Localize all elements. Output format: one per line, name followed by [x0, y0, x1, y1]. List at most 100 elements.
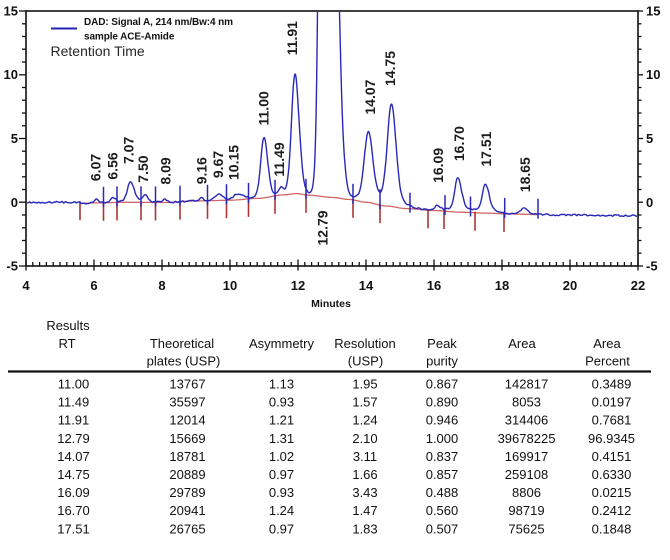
svg-text:Minutes: Minutes: [311, 298, 351, 310]
svg-text:26765: 26765: [169, 521, 205, 536]
svg-text:5: 5: [11, 131, 18, 146]
svg-text:20: 20: [563, 278, 577, 293]
svg-text:1.24: 1.24: [352, 413, 377, 428]
svg-text:0.560: 0.560: [426, 503, 459, 518]
svg-text:98719: 98719: [508, 503, 544, 518]
svg-text:0.857: 0.857: [426, 467, 459, 482]
svg-text:6: 6: [90, 278, 97, 293]
svg-text:0.97: 0.97: [269, 521, 294, 536]
svg-text:Percent: Percent: [585, 354, 630, 369]
svg-text:12: 12: [291, 278, 305, 293]
svg-text:0.867: 0.867: [426, 377, 459, 392]
svg-text:8.09: 8.09: [158, 157, 174, 184]
svg-text:14.75: 14.75: [57, 467, 90, 482]
svg-text:3.43: 3.43: [352, 485, 377, 500]
svg-text:314406: 314406: [505, 413, 548, 428]
svg-text:0.2412: 0.2412: [592, 503, 632, 518]
svg-text:DAD: Signal A, 214 nm/Bw:4 nm: DAD: Signal A, 214 nm/Bw:4 nm: [84, 17, 233, 28]
svg-text:1.000: 1.000: [426, 431, 459, 446]
svg-text:Area: Area: [593, 336, 621, 351]
svg-text:11.49: 11.49: [271, 142, 287, 176]
svg-text:17.51: 17.51: [57, 521, 90, 536]
svg-text:-5: -5: [6, 259, 18, 274]
svg-text:13767: 13767: [169, 377, 205, 392]
svg-text:6.07: 6.07: [88, 154, 104, 181]
svg-text:96.9345: 96.9345: [588, 431, 635, 446]
svg-text:142817: 142817: [505, 377, 548, 392]
svg-text:Asymmetry: Asymmetry: [249, 336, 315, 351]
svg-text:10.15: 10.15: [226, 145, 242, 180]
svg-text:7.50: 7.50: [135, 155, 151, 182]
svg-text:9.67: 9.67: [210, 151, 226, 178]
svg-text:1.95: 1.95: [352, 377, 377, 392]
svg-text:3.11: 3.11: [353, 449, 377, 464]
svg-text:(USP): (USP): [348, 354, 383, 369]
svg-text:1.47: 1.47: [352, 503, 377, 518]
svg-text:1.66: 1.66: [352, 467, 377, 482]
svg-text:0: 0: [646, 195, 653, 210]
svg-text:10: 10: [646, 67, 660, 82]
svg-text:0.7681: 0.7681: [592, 413, 632, 428]
svg-text:1.02: 1.02: [269, 449, 294, 464]
svg-text:Resolution: Resolution: [334, 336, 395, 351]
svg-text:12014: 12014: [169, 413, 205, 428]
svg-text:Theoretical: Theoretical: [150, 336, 214, 351]
svg-text:16.70: 16.70: [451, 126, 467, 161]
svg-text:-5: -5: [646, 259, 658, 274]
svg-text:4: 4: [22, 278, 30, 293]
svg-text:17.51: 17.51: [478, 131, 494, 166]
svg-text:12.79: 12.79: [57, 431, 90, 446]
svg-text:35597: 35597: [169, 395, 205, 410]
svg-text:9.16: 9.16: [194, 157, 210, 184]
svg-text:0.837: 0.837: [426, 449, 459, 464]
svg-text:11.91: 11.91: [284, 21, 300, 55]
svg-text:0.1848: 0.1848: [592, 521, 632, 536]
svg-text:259108: 259108: [505, 467, 548, 482]
svg-text:11.00: 11.00: [256, 91, 272, 125]
svg-text:1.24: 1.24: [269, 503, 294, 518]
svg-text:20941: 20941: [169, 503, 205, 518]
svg-text:14.07: 14.07: [362, 79, 378, 114]
svg-text:1.21: 1.21: [269, 413, 294, 428]
svg-text:11.91: 11.91: [58, 413, 90, 428]
svg-text:0.0197: 0.0197: [592, 395, 632, 410]
svg-text:14.07: 14.07: [57, 449, 90, 464]
svg-text:Peak: Peak: [427, 336, 457, 351]
svg-text:75625: 75625: [508, 521, 544, 536]
svg-text:0.6330: 0.6330: [592, 467, 632, 482]
svg-text:15: 15: [4, 4, 18, 19]
svg-text:0: 0: [11, 195, 18, 210]
svg-text:1.31: 1.31: [269, 431, 294, 446]
svg-text:sample ACE-Amide: sample ACE-Amide: [84, 32, 175, 43]
svg-text:0.890: 0.890: [426, 395, 459, 410]
svg-text:1.13: 1.13: [269, 377, 294, 392]
svg-text:0.4151: 0.4151: [592, 449, 632, 464]
svg-text:10: 10: [4, 67, 18, 82]
svg-text:22: 22: [631, 278, 645, 293]
svg-text:Retention Time: Retention Time: [51, 43, 145, 59]
svg-text:14.75: 14.75: [382, 51, 398, 86]
svg-text:16.09: 16.09: [57, 485, 90, 500]
svg-text:39678225: 39678225: [498, 431, 556, 446]
svg-text:11.49: 11.49: [58, 395, 90, 410]
svg-text:18.65: 18.65: [517, 157, 533, 192]
svg-text:29789: 29789: [169, 485, 205, 500]
svg-text:Area: Area: [508, 336, 536, 351]
svg-text:0.93: 0.93: [269, 395, 294, 410]
svg-text:15669: 15669: [169, 431, 205, 446]
svg-text:16.09: 16.09: [430, 148, 446, 183]
svg-text:Results: Results: [46, 318, 90, 333]
svg-text:5: 5: [646, 131, 653, 146]
svg-text:0.488: 0.488: [426, 485, 459, 500]
svg-text:RT: RT: [58, 336, 75, 351]
svg-text:18: 18: [495, 278, 509, 293]
svg-text:15: 15: [646, 4, 660, 19]
svg-text:7.07: 7.07: [120, 137, 136, 164]
svg-text:18781: 18781: [169, 449, 205, 464]
svg-text:6.56: 6.56: [105, 152, 121, 179]
svg-text:1.83: 1.83: [352, 521, 377, 536]
svg-text:16.70: 16.70: [57, 503, 90, 518]
svg-text:0.93: 0.93: [269, 485, 294, 500]
svg-text:1.57: 1.57: [352, 395, 377, 410]
svg-text:169917: 169917: [505, 449, 548, 464]
